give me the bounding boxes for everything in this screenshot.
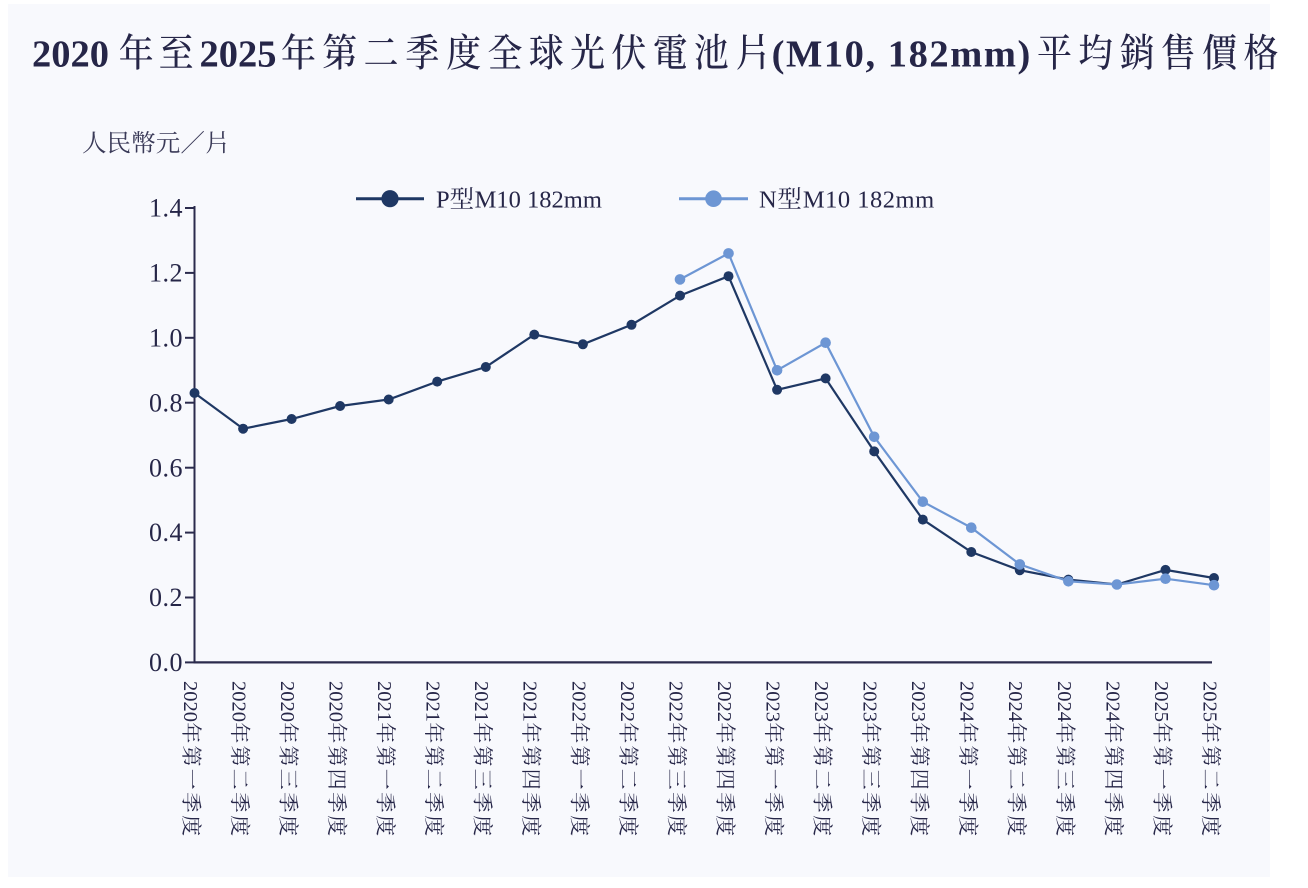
svg-text:2022: 2022 <box>616 681 638 722</box>
svg-text:2020: 2020 <box>276 681 298 722</box>
svg-text:0.4: 0.4 <box>149 518 183 547</box>
svg-text:1.2: 1.2 <box>149 259 183 288</box>
svg-text:2024: 2024 <box>1004 681 1026 722</box>
svg-text:2024: 2024 <box>956 681 978 722</box>
svg-text:2022: 2022 <box>664 681 686 722</box>
svg-text:0.6: 0.6 <box>149 453 183 482</box>
svg-text:1.4: 1.4 <box>149 194 183 223</box>
svg-text:2020: 2020 <box>325 681 347 722</box>
svg-text:M10 182mm: M10 182mm <box>803 187 935 214</box>
svg-text:2023: 2023 <box>762 681 784 722</box>
svg-text:2021: 2021 <box>470 681 492 722</box>
svg-text:2025: 2025 <box>200 34 277 76</box>
svg-text:2020: 2020 <box>228 681 250 722</box>
svg-text:2022: 2022 <box>567 681 589 722</box>
svg-text:2024: 2024 <box>1053 681 1075 722</box>
svg-text:2021: 2021 <box>422 681 444 722</box>
svg-text:2020: 2020 <box>179 681 201 722</box>
svg-text:(M10, 182mm): (M10, 182mm) <box>772 34 1032 76</box>
svg-text:P: P <box>436 187 450 214</box>
svg-text:2023: 2023 <box>907 681 929 722</box>
svg-text:0.2: 0.2 <box>149 583 183 612</box>
svg-text:1.0: 1.0 <box>149 323 183 352</box>
svg-text:M10 182mm: M10 182mm <box>475 187 602 214</box>
svg-text:2020: 2020 <box>32 34 109 76</box>
svg-text:0.8: 0.8 <box>149 388 183 417</box>
svg-text:N: N <box>759 187 777 214</box>
svg-text:2024: 2024 <box>1101 681 1123 722</box>
svg-text:2021: 2021 <box>519 681 541 722</box>
svg-text:2025: 2025 <box>1199 681 1221 722</box>
svg-text:2025: 2025 <box>1150 681 1172 722</box>
svg-text:2023: 2023 <box>859 681 881 722</box>
svg-text:2021: 2021 <box>373 681 395 722</box>
svg-text:2022: 2022 <box>713 681 735 722</box>
svg-text:2023: 2023 <box>810 681 832 722</box>
svg-text:0.0: 0.0 <box>149 648 183 677</box>
